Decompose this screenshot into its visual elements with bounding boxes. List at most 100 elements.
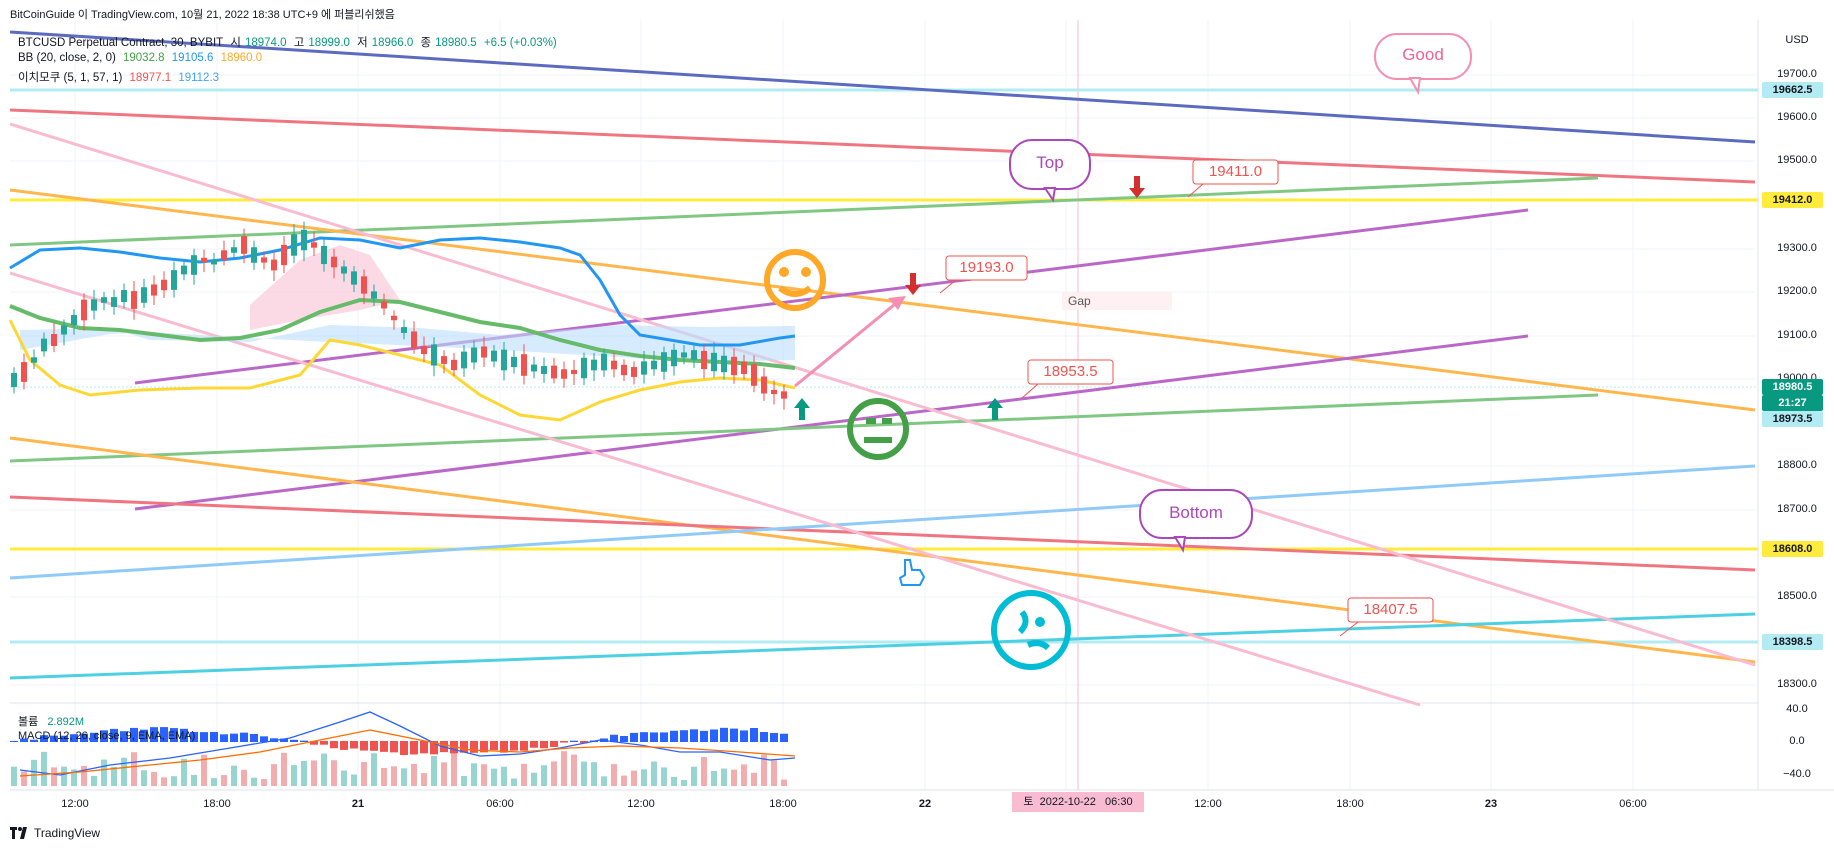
trendline-green-bottom[interactable] <box>9 393 1599 463</box>
callout-19193[interactable] <box>939 255 1028 294</box>
callout-18953[interactable] <box>1021 359 1114 399</box>
price-badge-18973[interactable]: 18973.5 <box>1762 411 1823 427</box>
price-badge-18398[interactable]: 18398.5 <box>1762 634 1823 650</box>
callout-19411[interactable] <box>1187 159 1279 198</box>
trendline-orange-top[interactable] <box>9 188 1756 412</box>
volume-bar <box>781 779 787 786</box>
candle-body <box>51 334 57 346</box>
price-badge-19662[interactable]: 19662.5 <box>1762 82 1823 98</box>
time-tick: 18:00 <box>1336 798 1364 810</box>
time-tick: 06:00 <box>486 798 514 810</box>
volume-bar <box>651 761 657 786</box>
happy-face-icon <box>764 249 826 311</box>
footer-brand[interactable]: TradingView <box>10 826 100 840</box>
candle-body <box>11 372 17 388</box>
ichimoku-cloud-red <box>250 245 400 330</box>
volume-bar <box>31 759 37 786</box>
volume-bar <box>351 774 357 786</box>
candle-body <box>141 287 147 303</box>
macd-bar <box>490 741 498 751</box>
trendline-blue-dark[interactable] <box>9 30 1756 144</box>
candle-body <box>521 354 527 376</box>
volume-bar <box>681 779 687 786</box>
volume-bar <box>631 770 637 786</box>
symbol-name: BTCUSD Perpetual Contract, 30, BYBIT <box>18 37 224 49</box>
volume-bar <box>571 754 577 786</box>
symbol-legend[interactable]: BTCUSD Perpetual Contract, 30, BYBIT 시 18… <box>18 34 561 50</box>
price-tick: 18800.0 <box>1777 459 1817 471</box>
callout-18407[interactable] <box>1339 597 1434 637</box>
trendline-red-bottom[interactable] <box>9 495 1756 572</box>
macd-bar <box>260 736 268 742</box>
macd-bar <box>580 741 588 744</box>
price-badge-18608[interactable]: 18608.0 <box>1762 541 1823 557</box>
candle-body <box>381 301 387 309</box>
volume-bar <box>691 766 697 786</box>
trendline-blue-light[interactable] <box>9 464 1756 580</box>
trendline-pink-1[interactable] <box>9 122 1756 667</box>
candle-body <box>191 255 197 275</box>
macd-bar <box>480 741 488 753</box>
bubble-bottom[interactable] <box>1139 489 1253 553</box>
candle-body <box>21 362 27 382</box>
volume-bar <box>331 760 337 786</box>
candle-body <box>181 265 187 275</box>
volume-bar <box>701 757 707 786</box>
price-badge-current[interactable]: 18980.5 <box>1762 379 1823 395</box>
macd-bar <box>10 740 18 742</box>
trendline-green-top[interactable] <box>9 176 1599 247</box>
close-value: 18980.5 <box>435 37 477 49</box>
volume-bar <box>41 751 47 786</box>
volume-bar <box>391 766 397 786</box>
confused-face-icon <box>991 590 1071 670</box>
macd-bar <box>670 730 678 742</box>
ichimoku-legend[interactable]: 이치모쿠 (5, 1, 57, 1) 18977.1 19112.3 <box>18 69 223 85</box>
candle-body <box>411 331 417 349</box>
candle-body <box>341 266 347 274</box>
price-tick: 19600.0 <box>1777 111 1817 123</box>
trendline-purple-top[interactable] <box>134 208 1529 385</box>
candle-body <box>121 290 127 302</box>
candle-body <box>201 257 207 263</box>
trendline-cyan[interactable] <box>9 612 1756 680</box>
bubble-top[interactable] <box>1009 139 1091 203</box>
macd-bar <box>640 732 648 742</box>
up-arrow-icon <box>987 398 1003 420</box>
bubble-good[interactable] <box>1374 33 1472 96</box>
candle-body <box>261 257 267 263</box>
projection-arrow[interactable] <box>794 298 901 388</box>
macd-bar <box>40 735 48 742</box>
macd-line <box>19 711 796 776</box>
volume-bar <box>21 771 27 786</box>
candle-body <box>561 369 567 379</box>
ichimoku-label: 이치모쿠 (5, 1, 57, 1) <box>18 72 123 84</box>
macd-bar <box>500 741 508 753</box>
volume-bar <box>171 776 177 786</box>
macd-bar <box>760 731 768 742</box>
volume-bar <box>741 764 747 786</box>
macd-bar <box>460 741 468 753</box>
macd-legend[interactable]: MACD (12, 26, close, 9, EMA, EMA) <box>18 730 196 742</box>
volume-bar <box>731 769 737 786</box>
trendline-red-top[interactable] <box>9 108 1756 184</box>
callout-18407-text: 18407.5 <box>1363 601 1418 618</box>
bubble-top-text: Top <box>1036 153 1064 172</box>
macd-bar <box>470 741 478 753</box>
price-badge-19412[interactable]: 19412.0 <box>1762 192 1823 208</box>
macd-bar <box>50 735 58 742</box>
bubble-good-text: Good <box>1402 45 1444 64</box>
candle-body <box>621 364 627 376</box>
bb-upper-value: 19105.6 <box>171 52 214 64</box>
bb-legend[interactable]: BB (20, close, 2, 0) 19032.8 19105.6 189… <box>18 52 266 64</box>
trendline-purple-bottom[interactable] <box>134 334 1529 511</box>
trendline-pink-2[interactable] <box>9 271 1421 707</box>
callout-19411-text: 19411.0 <box>1208 163 1263 180</box>
candle-body <box>151 284 157 296</box>
macd-bar <box>540 741 548 749</box>
candle-body <box>471 347 477 363</box>
volume-legend[interactable]: 볼륨 2.892M <box>18 713 84 729</box>
volume-bar <box>311 760 317 786</box>
macd-bar <box>110 728 118 742</box>
candle-body <box>481 346 487 358</box>
